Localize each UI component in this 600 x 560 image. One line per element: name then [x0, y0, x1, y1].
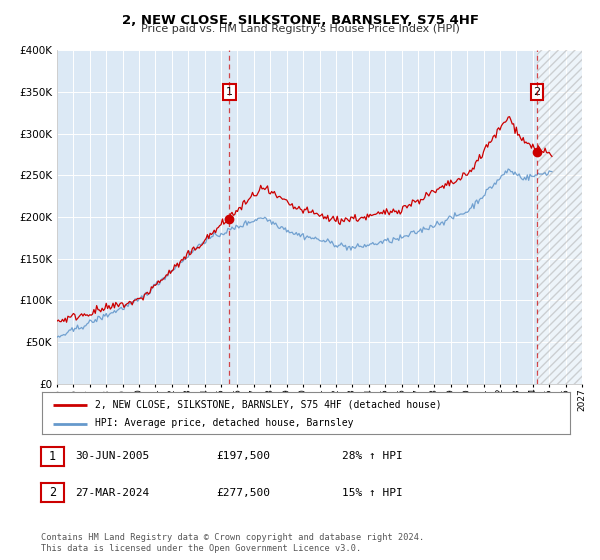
Bar: [537, 50, 582, 384]
Text: 1: 1: [49, 450, 56, 463]
Bar: [537, 50, 582, 384]
Text: £277,500: £277,500: [216, 488, 270, 498]
Text: HPI: Average price, detached house, Barnsley: HPI: Average price, detached house, Barn…: [95, 418, 353, 428]
Text: 1: 1: [226, 87, 233, 97]
Text: 2: 2: [533, 87, 541, 97]
Text: 2, NEW CLOSE, SILKSTONE, BARNSLEY, S75 4HF: 2, NEW CLOSE, SILKSTONE, BARNSLEY, S75 4…: [121, 14, 479, 27]
Text: 2: 2: [49, 486, 56, 500]
Text: Price paid vs. HM Land Registry's House Price Index (HPI): Price paid vs. HM Land Registry's House …: [140, 24, 460, 34]
Text: 15% ↑ HPI: 15% ↑ HPI: [342, 488, 403, 498]
Text: Contains HM Land Registry data © Crown copyright and database right 2024.
This d: Contains HM Land Registry data © Crown c…: [41, 533, 424, 553]
Text: 27-MAR-2024: 27-MAR-2024: [75, 488, 149, 498]
Text: 28% ↑ HPI: 28% ↑ HPI: [342, 451, 403, 461]
Text: £197,500: £197,500: [216, 451, 270, 461]
Text: 30-JUN-2005: 30-JUN-2005: [75, 451, 149, 461]
Text: 2, NEW CLOSE, SILKSTONE, BARNSLEY, S75 4HF (detached house): 2, NEW CLOSE, SILKSTONE, BARNSLEY, S75 4…: [95, 400, 442, 409]
